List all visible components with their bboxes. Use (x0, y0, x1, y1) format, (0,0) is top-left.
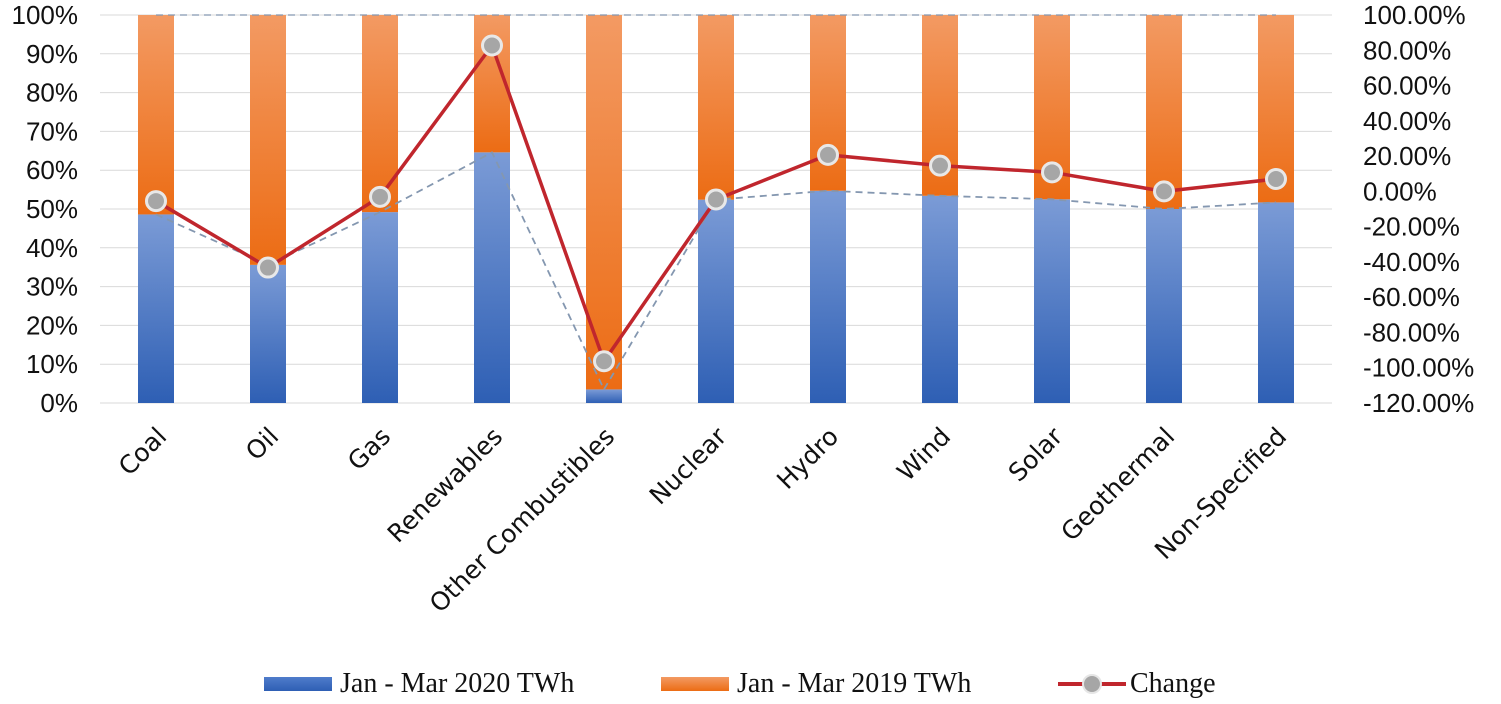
stacked-bar-line-chart: 0% 10% 20% 30% 40% 50% 60% 70% 80% 90% 100% -120.0… (12, 0, 1475, 618)
change-point (257, 256, 279, 279)
legend-item-2019: Jan - Mar 2019 TWh (661, 664, 971, 704)
change-point (705, 188, 727, 211)
bar-2020 (362, 212, 398, 403)
change-point (145, 190, 167, 213)
category-label: Coal (113, 422, 172, 481)
right-tick-label: -20.00% (1363, 212, 1460, 242)
legend-swatch-2020 (264, 677, 332, 691)
category-label: Geothermal (1055, 422, 1180, 547)
bar-2020 (1258, 202, 1294, 403)
bar-2020 (1146, 209, 1182, 403)
right-tick-label: -60.00% (1363, 282, 1460, 312)
right-tick-label: 100.00% (1363, 0, 1466, 30)
bar-2020 (138, 214, 174, 403)
right-tick-label: 0.00% (1363, 176, 1437, 206)
legend-label-2019: Jan - Mar 2019 TWh (737, 668, 972, 699)
category-label: Gas (342, 422, 396, 476)
right-tick-label: -100.00% (1363, 353, 1474, 383)
bar-2019 (586, 15, 622, 390)
change-point (369, 185, 391, 208)
legend-swatch-2019 (661, 677, 729, 691)
right-tick-label: 20.00% (1363, 141, 1451, 171)
left-tick-label: 100% (12, 0, 79, 30)
category-label: Wind (891, 422, 956, 487)
change-point (1041, 161, 1063, 184)
right-tick-label: -120.00% (1363, 388, 1474, 418)
bar-2019 (1146, 15, 1182, 209)
change-point (929, 154, 951, 177)
right-axis-ticks: -120.00% -100.00% -80.00% -60.00% -40.00% -20… (1363, 0, 1474, 418)
legend-item-2020: Jan - Mar 2020 TWh (264, 664, 574, 704)
bar-2020 (586, 389, 622, 403)
change-point (593, 350, 615, 373)
category-label: Other Combustibles (424, 422, 620, 618)
bar-2019 (138, 15, 174, 215)
category-label: Hydro (771, 422, 844, 495)
left-tick-label: 10% (26, 349, 78, 379)
legend-label-change: Change (1130, 668, 1216, 699)
left-tick-label: 20% (26, 310, 78, 340)
bar-2019 (698, 15, 734, 200)
left-tick-label: 30% (26, 272, 78, 302)
legend-item-change: Change (1058, 664, 1216, 704)
category-label: Oil (240, 422, 284, 466)
legend: Jan - Mar 2020 TWh Jan - Mar 2019 TWh Ch… (0, 664, 1501, 704)
change-point (1265, 168, 1287, 191)
right-tick-label: -80.00% (1363, 317, 1460, 347)
left-tick-label: 0% (40, 388, 78, 418)
category-label: Renewables (382, 422, 508, 548)
change-point (817, 143, 839, 166)
left-tick-label: 90% (26, 39, 78, 69)
change-point (1153, 180, 1175, 203)
left-tick-label: 40% (26, 233, 78, 263)
left-tick-label: 80% (26, 78, 78, 108)
left-tick-label: 50% (26, 194, 78, 224)
right-tick-label: 80.00% (1363, 35, 1451, 65)
change-line (145, 34, 1287, 373)
legend-swatch-change (1058, 674, 1126, 694)
bar-2020 (922, 195, 958, 403)
bar-2020 (474, 152, 510, 403)
bar-2020 (1034, 199, 1070, 403)
bar-2020 (250, 264, 286, 403)
left-axis-ticks: 0% 10% 20% 30% 40% 50% 60% 70% 80% 90% 100% (12, 0, 79, 418)
left-tick-label: 70% (26, 116, 78, 146)
right-tick-label: 40.00% (1363, 106, 1451, 136)
right-tick-label: 60.00% (1363, 71, 1451, 101)
change-point (481, 34, 503, 57)
bar-2020 (698, 199, 734, 403)
left-tick-label: 60% (26, 155, 78, 185)
category-label: Solar (1003, 421, 1069, 487)
right-tick-label: -40.00% (1363, 247, 1460, 277)
category-label: Nuclear (644, 421, 733, 510)
legend-label-2020: Jan - Mar 2020 TWh (340, 668, 575, 699)
bar-2019 (250, 15, 286, 265)
bar-2020 (810, 190, 846, 403)
